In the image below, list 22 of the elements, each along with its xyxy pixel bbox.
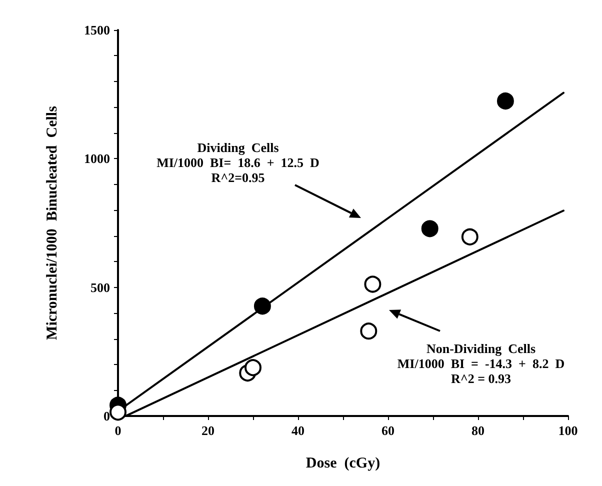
point bbox=[244, 359, 262, 376]
x-tick-label: 60 bbox=[382, 423, 394, 438]
annotation: Non-Dividing Cells MI/1000 BI = -14.3 + 8.2 D R^2 = 0.93 bbox=[397, 341, 565, 386]
point bbox=[254, 298, 271, 315]
point bbox=[360, 322, 378, 340]
point bbox=[496, 92, 514, 110]
y-tick-label: 1500 bbox=[84, 22, 110, 38]
point bbox=[364, 276, 382, 293]
x-tick-label: 20 bbox=[202, 423, 214, 438]
point bbox=[421, 220, 438, 238]
y-tick-label: 1000 bbox=[84, 151, 110, 166]
x-tick-label: 100 bbox=[558, 423, 578, 438]
y-tick-label: 500 bbox=[90, 280, 110, 295]
x-tick-label: 40 bbox=[292, 423, 304, 438]
x-tick-label: 0 bbox=[114, 423, 122, 438]
y-tick-label: 0 bbox=[104, 408, 110, 424]
point bbox=[461, 228, 478, 246]
x-axis-title: Dose (cGy) bbox=[306, 456, 380, 472]
x-tick-label: 80 bbox=[472, 423, 484, 438]
y-axis-title: Micronuclei/1000 Binucleated Cells bbox=[44, 106, 60, 340]
annotation: Dividing Cells MI/1000 BI= 18.6 + 12.5 D R^2=0.95 bbox=[156, 140, 320, 185]
point bbox=[110, 404, 126, 421]
